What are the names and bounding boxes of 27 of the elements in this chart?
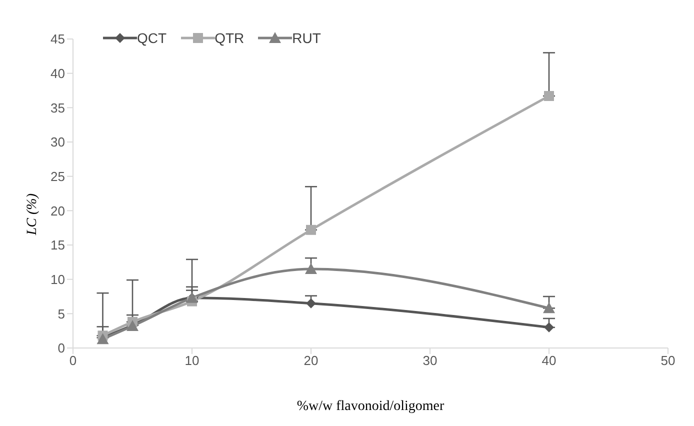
y-tick-label: 35 bbox=[50, 100, 65, 116]
point bbox=[544, 90, 554, 101]
point bbox=[543, 302, 555, 314]
y-tick-label: 40 bbox=[50, 66, 65, 81]
x-tick-label: 20 bbox=[304, 353, 318, 368]
x-tick-label: 30 bbox=[422, 353, 438, 368]
legend-label: QCT bbox=[137, 30, 167, 46]
x-axis-title: %w/w flavonoid/oligomer bbox=[296, 398, 445, 414]
y-tick-label: 5 bbox=[58, 306, 65, 322]
y-tick-label: 30 bbox=[50, 134, 65, 150]
x-tick-label: 10 bbox=[184, 353, 200, 368]
y-tick-label: 25 bbox=[50, 168, 65, 184]
point bbox=[306, 298, 316, 308]
y-tick-label: 0 bbox=[58, 340, 65, 356]
x-tick-label: 40 bbox=[542, 353, 556, 368]
x-tick-label: 0 bbox=[69, 353, 77, 368]
y-tick-label: 15 bbox=[50, 238, 65, 253]
legend-label: RUT bbox=[292, 30, 321, 46]
legend-label: QTR bbox=[214, 30, 244, 46]
y-axis-title: LC (%) bbox=[24, 193, 40, 236]
y-tick-label: 45 bbox=[50, 32, 65, 47]
y-tick-label: 10 bbox=[50, 272, 65, 287]
point bbox=[544, 322, 554, 332]
x-tick-label: 50 bbox=[660, 353, 676, 368]
point bbox=[305, 263, 317, 274]
y-tick-label: 20 bbox=[50, 203, 65, 218]
point bbox=[306, 224, 316, 235]
